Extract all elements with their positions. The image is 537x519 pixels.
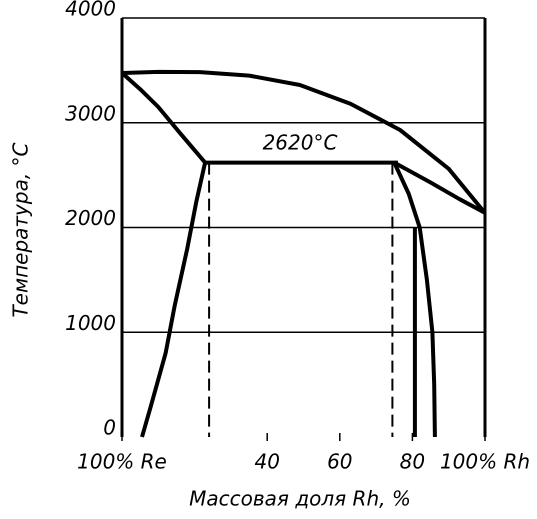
x-tick-label: 100% Rh xyxy=(440,450,530,474)
x-tick-label: 40 xyxy=(254,450,279,474)
y-tick-label: 2000 xyxy=(65,206,116,230)
curve xyxy=(393,160,486,215)
x-axis-label: Массовая доля Rh, % xyxy=(189,487,411,511)
x-tick-label: 60 xyxy=(327,450,352,474)
curve xyxy=(392,161,437,438)
y-axis-label: Температура, °C xyxy=(9,142,33,317)
y-tick-label: 3000 xyxy=(65,101,116,125)
y-tick-label: 4000 xyxy=(65,0,116,21)
x-tick-label: 80 xyxy=(400,450,425,474)
curve xyxy=(121,69,487,215)
curve xyxy=(120,71,207,164)
curve xyxy=(140,162,208,438)
y-tick-label: 0 xyxy=(103,416,116,440)
x-tick-label: 100% Re xyxy=(77,450,167,474)
annotation: 2620°C xyxy=(263,131,338,155)
y-tick-label: 1000 xyxy=(65,311,116,335)
